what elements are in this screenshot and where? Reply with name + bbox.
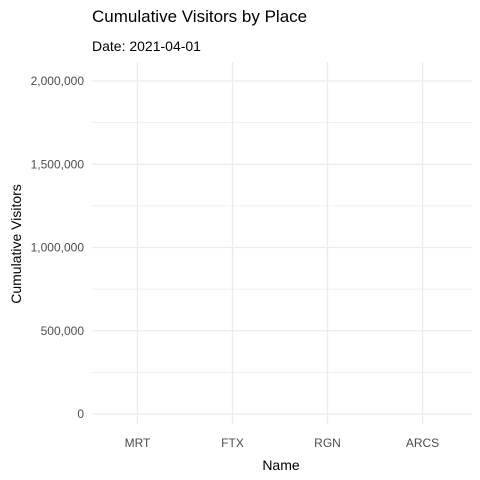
y-tick-label: 0 <box>77 407 84 421</box>
chart-title: Cumulative Visitors by Place <box>92 7 308 26</box>
y-tick-label: 1,000,000 <box>31 241 85 255</box>
x-tick-label: MRT <box>125 436 151 450</box>
x-tick-label: ARCS <box>406 436 439 450</box>
x-tick-labels: MRT FTX RGN ARCS <box>125 436 440 450</box>
x-axis-title: Name <box>262 457 300 473</box>
y-tick-label: 500,000 <box>41 324 85 338</box>
y-tick-label: 2,000,000 <box>31 74 85 88</box>
major-gridlines <box>92 62 472 424</box>
x-tick-label: FTX <box>221 436 244 450</box>
chart-subtitle: Date: 2021-04-01 <box>92 38 201 54</box>
y-axis-title: Cumulative Visitors <box>8 184 24 304</box>
y-tick-label: 1,500,000 <box>31 157 85 171</box>
x-tick-label: RGN <box>314 436 341 450</box>
y-tick-labels: 0 500,000 1,000,000 1,500,000 2,000,000 <box>31 74 85 421</box>
minor-gridlines <box>92 122 472 373</box>
